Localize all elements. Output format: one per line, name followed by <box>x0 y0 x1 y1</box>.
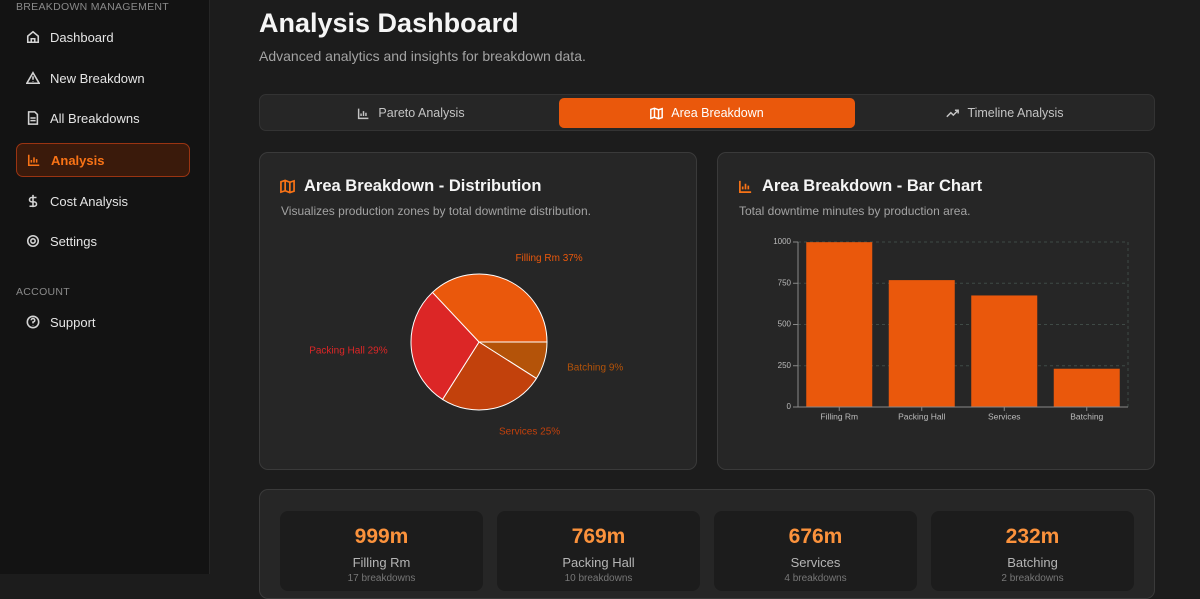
nav-item[interactable]: Cost Analysis <box>16 184 190 218</box>
slice-label: Services 25% <box>499 426 560 437</box>
card-title: Area Breakdown - Distribution <box>280 177 541 196</box>
nav-item[interactable]: Settings <box>16 224 190 258</box>
nav-label: New Breakdown <box>50 70 145 86</box>
card-title-text: Area Breakdown - Bar Chart <box>762 177 983 195</box>
slice-label: Filling Rm 37% <box>515 252 582 263</box>
bar <box>1053 368 1120 407</box>
tab[interactable]: Timeline Analysis <box>857 98 1153 128</box>
sidebar: BREAKDOWN MANAGEMENT Dashboard New Break… <box>0 0 210 574</box>
section-title: BREAKDOWN MANAGEMENT <box>16 1 170 13</box>
y-tick-label: 1000 <box>773 237 791 246</box>
bar <box>888 280 955 407</box>
nav-label: Analysis <box>51 152 105 168</box>
slice-category: Batching <box>567 362 606 373</box>
nav-label: Settings <box>50 233 97 249</box>
summary-card: 676m Services 4 breakdowns <box>714 511 917 591</box>
nav-item[interactable]: Support <box>16 305 190 339</box>
stat-value: 999m <box>354 525 409 548</box>
nav-label: Dashboard <box>50 29 114 45</box>
stat-value: 676m <box>788 525 843 548</box>
card-subtitle: Total downtime minutes by production are… <box>739 204 971 218</box>
tab-label: Pareto Analysis <box>378 106 465 120</box>
y-tick-label: 750 <box>778 278 792 287</box>
page: BREAKDOWN MANAGEMENT Dashboard New Break… <box>0 0 1155 599</box>
tab-label: Area Breakdown <box>671 106 764 120</box>
y-tick-label: 250 <box>778 361 792 370</box>
stat-detail: 17 breakdowns <box>347 573 416 584</box>
nav-label: All Breakdowns <box>50 110 140 126</box>
slice-category: Packing Hall <box>309 345 365 356</box>
x-tick-label: Services <box>988 411 1021 421</box>
summary-card: 999m Filling Rm 17 breakdowns <box>280 511 483 591</box>
page-subtitle: Advanced analytics and insights for brea… <box>259 48 586 64</box>
slice-value: 29% <box>368 345 388 356</box>
summary-card: 232m Batching 2 breakdowns <box>931 511 1134 591</box>
bar-chart: 0 250 500 750 1000 Filling Rm Packing Hall Serv… <box>773 237 1129 421</box>
card-subtitle: Visualizes production zones by total dow… <box>281 204 591 218</box>
bar-card: Area Breakdown - Bar Chart Total downtim… <box>717 152 1155 470</box>
stat-name: Filling Rm <box>352 555 411 570</box>
y-tick-label: 500 <box>778 320 792 329</box>
nav-label: Support <box>50 314 96 330</box>
x-tick-label: Batching <box>1070 411 1103 421</box>
pie-slice <box>431 273 548 343</box>
nav-item[interactable]: Analysis <box>16 143 190 177</box>
stat-name: Packing Hall <box>562 555 635 570</box>
nav-item[interactable]: All Breakdowns <box>16 101 190 135</box>
stat-value: 769m <box>571 525 626 548</box>
slice-label: Batching 9% <box>567 362 623 373</box>
stat-detail: 10 breakdowns <box>564 573 633 584</box>
pie-card: Area Breakdown - Distribution Visualizes… <box>259 152 697 470</box>
page-title: Analysis Dashboard <box>259 8 519 38</box>
pie-slice <box>441 341 538 411</box>
tab-label: Timeline Analysis <box>967 106 1064 120</box>
stat-detail: 4 breakdowns <box>784 573 847 584</box>
stat-name: Batching <box>1007 555 1058 570</box>
slice-value: 9% <box>609 362 624 373</box>
x-tick-label: Packing Hall <box>898 411 945 421</box>
slice-value: 37% <box>563 252 583 263</box>
slice-category: Filling Rm <box>515 252 559 263</box>
slice-label: Packing Hall 29% <box>309 345 387 356</box>
slice-category: Services <box>499 426 537 437</box>
pie-chart: Filling Rm 37% Batching 9% Services 25% Pac… <box>309 252 623 437</box>
slice-value: 25% <box>540 426 560 437</box>
bar <box>971 295 1038 407</box>
x-tick-label: Filling Rm <box>820 411 858 421</box>
stat-detail: 2 breakdowns <box>1001 573 1064 584</box>
nav-item[interactable]: Dashboard <box>16 20 190 54</box>
tab-bar: Pareto Analysis Area Breakdown Timeline … <box>259 94 1155 131</box>
stat-value: 232m <box>1005 525 1060 548</box>
summary-card: 769m Packing Hall 10 breakdowns <box>497 511 700 591</box>
nav-label: Cost Analysis <box>50 193 129 209</box>
nav-item[interactable]: New Breakdown <box>16 61 190 95</box>
bar <box>806 242 873 407</box>
tab[interactable]: Area Breakdown <box>559 98 855 128</box>
section-title: ACCOUNT <box>16 286 71 298</box>
pie-slice <box>410 291 480 401</box>
card-title: Area Breakdown - Bar Chart <box>738 177 982 196</box>
tab[interactable]: Pareto Analysis <box>263 98 559 128</box>
stat-name: Services <box>790 555 841 570</box>
card-title-text: Area Breakdown - Distribution <box>304 177 542 195</box>
y-tick-label: 0 <box>787 402 792 411</box>
